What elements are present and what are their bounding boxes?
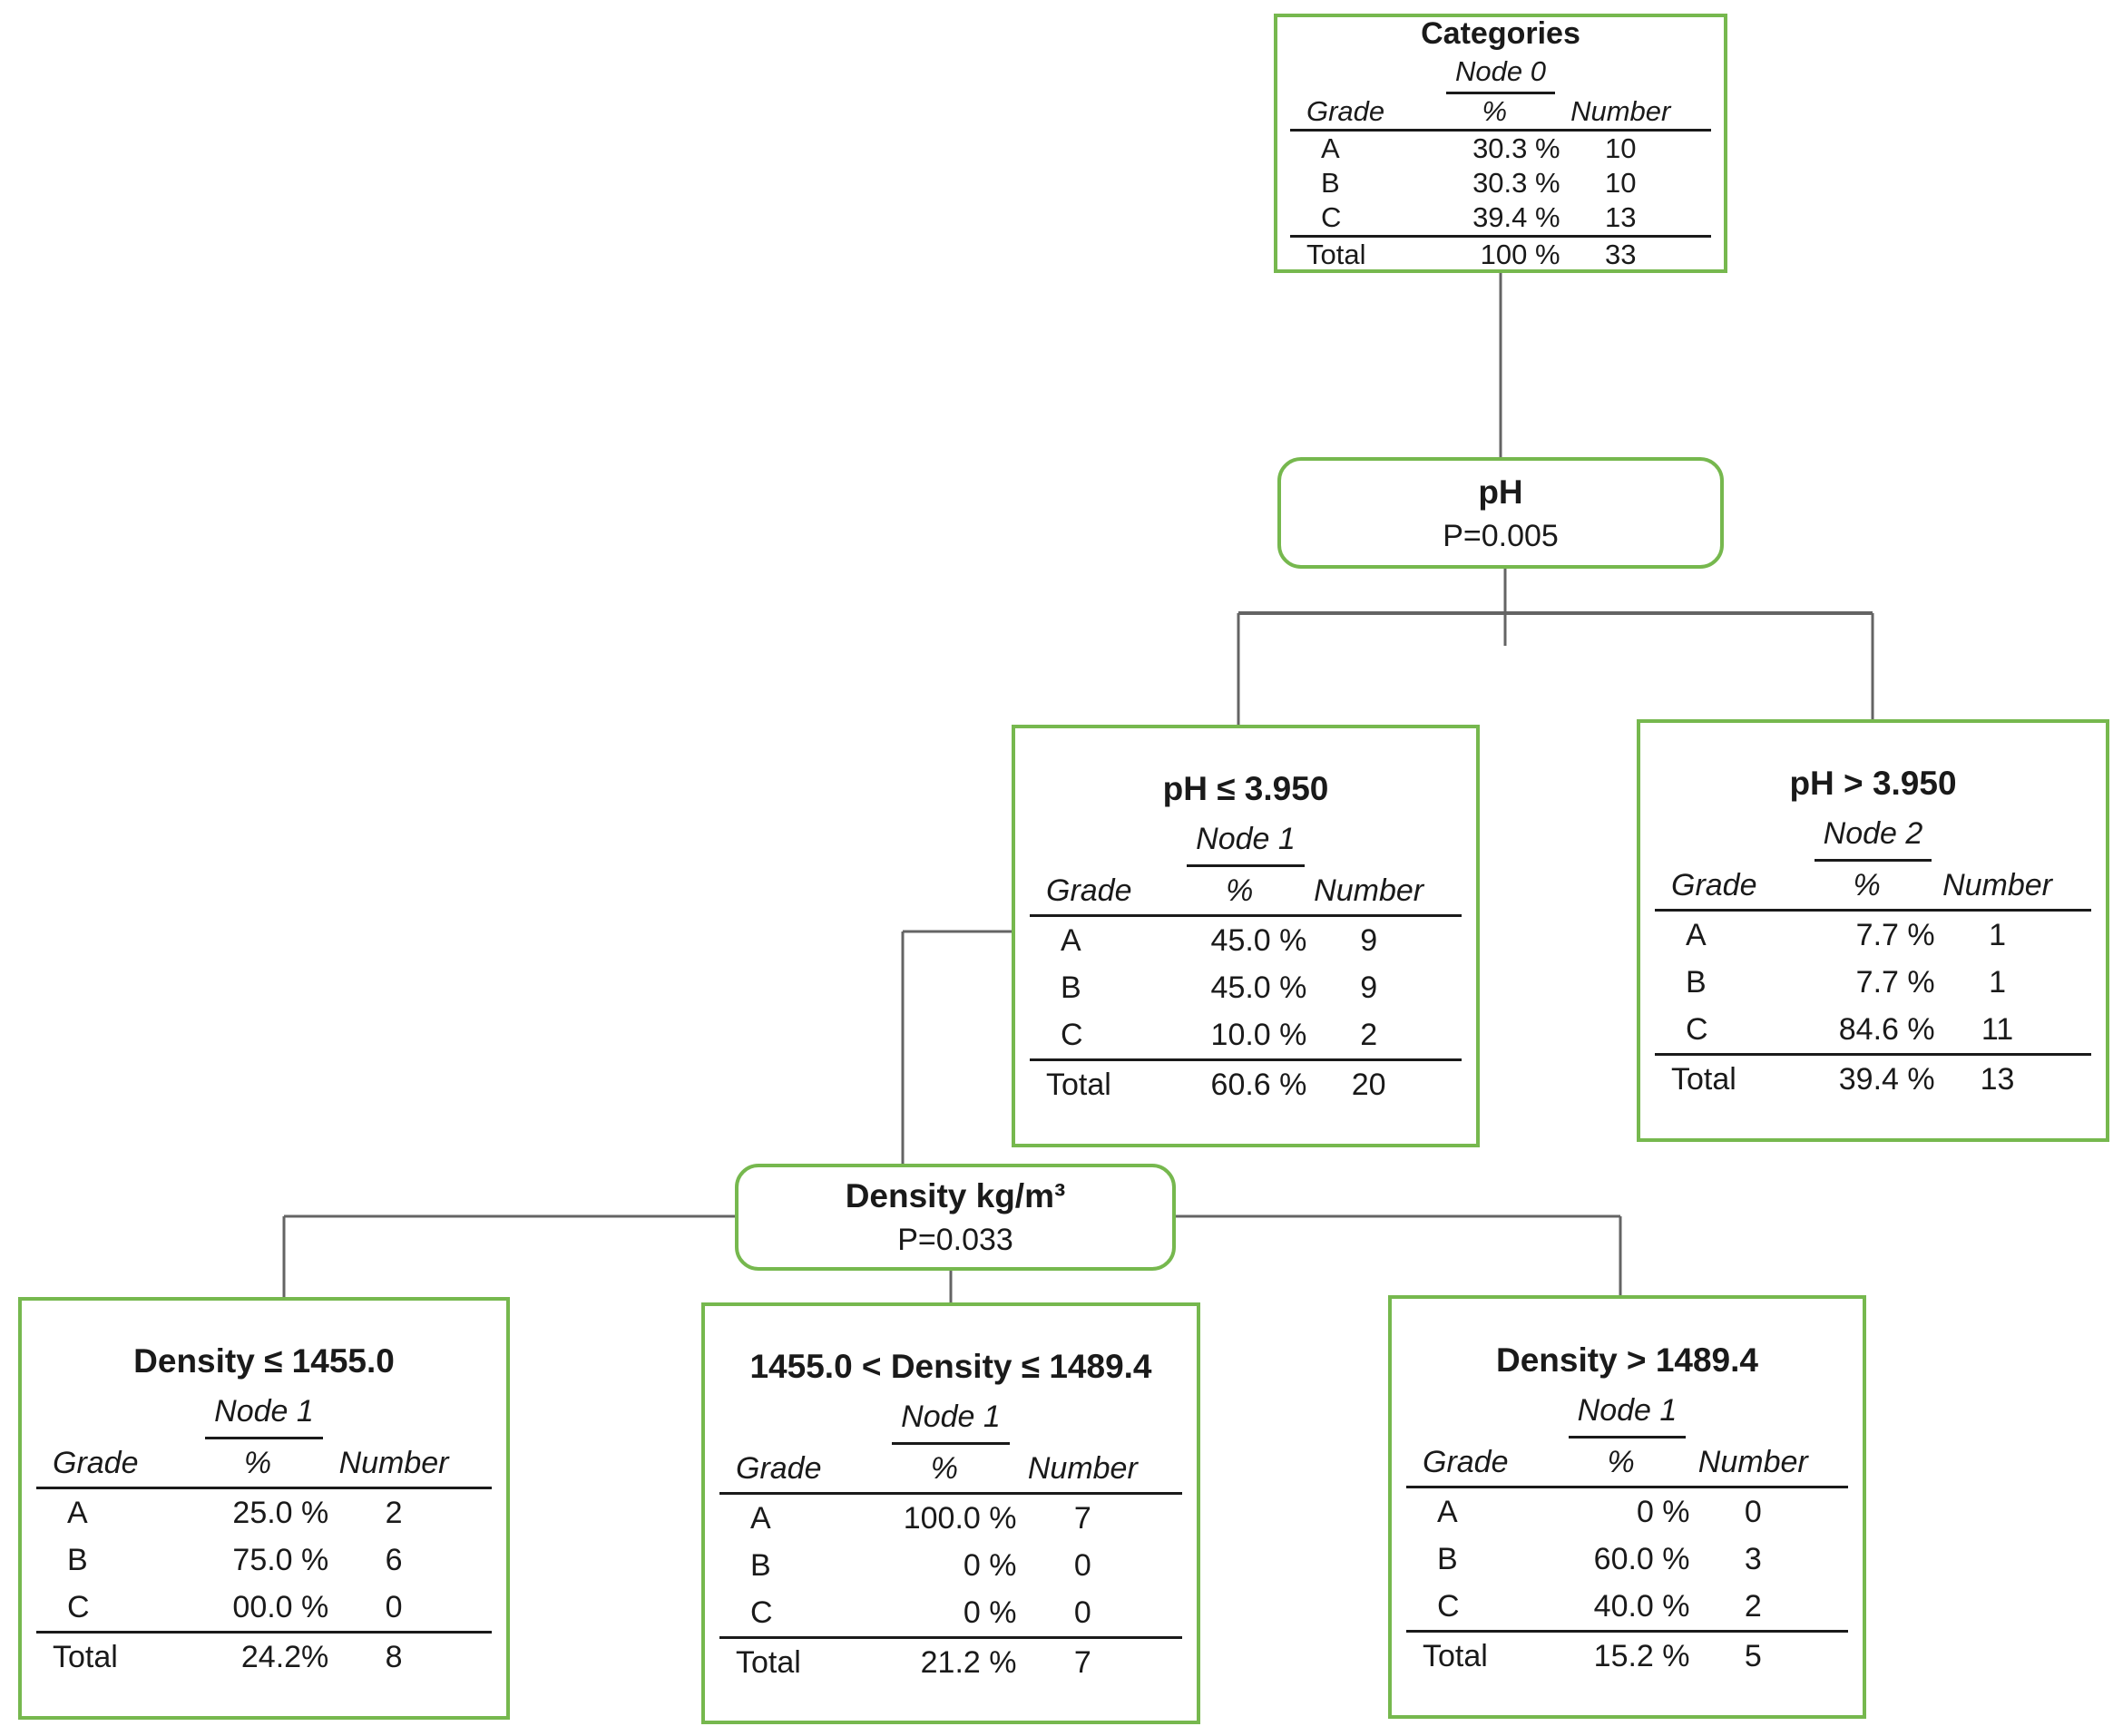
col-header-number: Number: [1570, 95, 1671, 127]
table-row: C 0 % 0: [719, 1589, 1182, 1639]
table-header-row: Grade % Number: [1290, 94, 1711, 132]
node-title: pH ≤ 3.950: [1162, 770, 1329, 807]
col-header-percent: %: [1853, 868, 1881, 902]
col-header-number: Number: [338, 1446, 449, 1480]
node-label: Node 2: [1640, 809, 2106, 862]
col-header-number: Number: [1027, 1450, 1138, 1486]
table-total-row: Total 100 % 33: [1306, 239, 1637, 270]
node-label: Node 1: [705, 1392, 1197, 1445]
col-header-percent: %: [930, 1450, 958, 1486]
node-label: Node 1: [1392, 1386, 1863, 1439]
col-header-number: Number: [1942, 868, 2053, 902]
col-header-grade: Grade: [1306, 95, 1385, 127]
node-title: Density ≤ 1455.0: [133, 1342, 395, 1380]
table-total-row: Total 39.4 % 13: [1671, 1062, 2015, 1097]
table-row: C 10.0 % 2: [1030, 1011, 1462, 1061]
node-categories: Categories Node 0 Grade % Number A 30.3 …: [1274, 14, 1727, 273]
col-header-grade: Grade: [1423, 1444, 1509, 1479]
node-label: Node 1: [1015, 814, 1476, 867]
col-header-percent: %: [243, 1446, 272, 1480]
table-row: A 30.3 % 10: [1321, 132, 1637, 164]
predictor-p-value: P=0.005: [1443, 518, 1559, 553]
col-header-percent: %: [1607, 1444, 1635, 1479]
predictor-title: pH: [1478, 473, 1523, 511]
col-header-number: Number: [1314, 873, 1424, 908]
table-row: A 0 % 0: [1437, 1494, 1762, 1529]
table-row: B 45.0 % 9: [1061, 970, 1378, 1005]
col-header-grade: Grade: [1046, 873, 1132, 908]
node-label: Node 0: [1277, 53, 1724, 94]
table-header-row: Grade % Number: [1655, 862, 2091, 912]
table-header-row: Grade % Number: [1030, 867, 1462, 917]
table-row: A 7.7 % 1: [1686, 918, 2007, 952]
node-density-mid: 1455.0 < Density ≤ 1489.4 Node 1 Grade %…: [701, 1302, 1200, 1724]
table-row: B 75.0 % 6: [67, 1543, 403, 1577]
node-title: Density > 1489.4: [1496, 1341, 1758, 1379]
col-header-grade: Grade: [53, 1446, 139, 1480]
table-row: B 30.3 % 10: [1321, 167, 1637, 199]
predictor-density: Density kg/m³ P=0.033: [735, 1164, 1176, 1271]
table-row: A 100.0 % 7: [750, 1500, 1091, 1536]
table-total-row: Total 24.2% 8: [53, 1640, 403, 1674]
table-total-row: Total 60.6 % 20: [1046, 1068, 1386, 1102]
table-total-row: Total 15.2 % 5: [1423, 1638, 1762, 1673]
node-label: Node 1: [22, 1387, 506, 1439]
table-header-row: Grade % Number: [36, 1439, 492, 1489]
predictor-title: Density kg/m³: [845, 1177, 1066, 1214]
node-ph-high: pH > 3.950 Node 2 Grade % Number A 7.7 %…: [1637, 719, 2109, 1142]
table-row: C 39.4 % 13: [1290, 200, 1711, 238]
table-row: C 00.0 % 0: [36, 1584, 492, 1634]
table-row: C 40.0 % 2: [1406, 1583, 1848, 1633]
table-row: B 7.7 % 1: [1686, 965, 2007, 1000]
table-header-row: Grade % Number: [719, 1445, 1182, 1495]
col-header-percent: %: [1482, 95, 1508, 127]
table-total-row: Total 21.2 % 7: [736, 1644, 1091, 1680]
predictor-p-value: P=0.033: [897, 1223, 1013, 1257]
table-row: B 0 % 0: [750, 1547, 1091, 1583]
table-row: B 60.0 % 3: [1437, 1541, 1762, 1576]
table-row: A 25.0 % 2: [67, 1496, 403, 1530]
col-header-grade: Grade: [736, 1450, 822, 1486]
table-header-row: Grade % Number: [1406, 1439, 1848, 1488]
col-header-grade: Grade: [1671, 868, 1757, 902]
table-row: C 84.6 % 11: [1655, 1006, 2091, 1056]
node-title: Categories: [1421, 16, 1580, 51]
predictor-ph: pH P=0.005: [1277, 457, 1724, 569]
col-header-percent: %: [1226, 873, 1254, 908]
node-density-low: Density ≤ 1455.0 Node 1 Grade % Number A…: [18, 1297, 510, 1720]
col-header-number: Number: [1697, 1444, 1808, 1479]
node-title: 1455.0 < Density ≤ 1489.4: [749, 1347, 1152, 1385]
node-density-high: Density > 1489.4 Node 1 Grade % Number A…: [1388, 1295, 1866, 1719]
node-title: pH > 3.950: [1789, 765, 1957, 802]
node-ph-low: pH ≤ 3.950 Node 1 Grade % Number A 45.0 …: [1012, 725, 1480, 1147]
table-row: A 45.0 % 9: [1061, 923, 1378, 958]
